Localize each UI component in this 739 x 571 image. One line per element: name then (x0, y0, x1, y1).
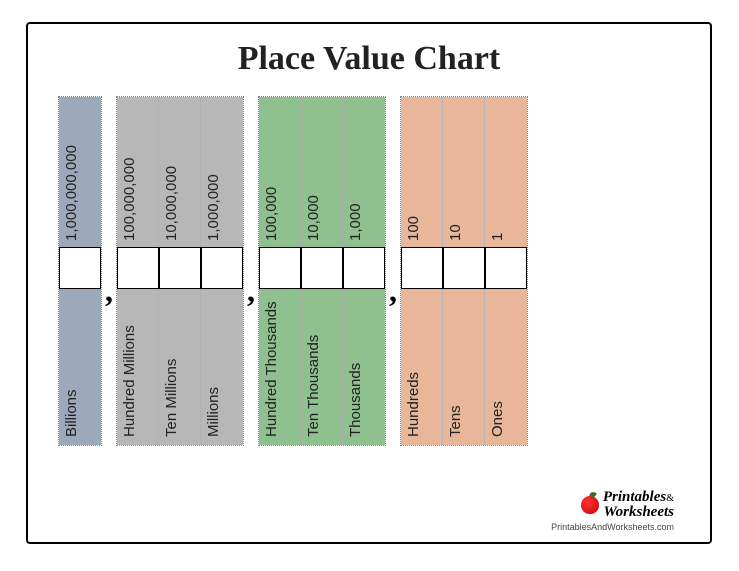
place-value-number: 100,000 (263, 187, 280, 241)
digit-box (201, 247, 243, 289)
value-cell: 100,000 (259, 97, 301, 247)
place-value-name: Hundreds (405, 372, 422, 437)
digit-box (343, 247, 385, 289)
value-cell: 100,000,000 (117, 97, 159, 247)
name-cell: Ten Millions (159, 289, 201, 445)
place-value-name: Tens (447, 405, 464, 437)
digit-box (401, 247, 443, 289)
digit-box (259, 247, 301, 289)
group-2: 100,000 Hundred Thousands 10,000 Ten Thousa… (258, 96, 386, 446)
apple-icon (581, 496, 599, 514)
place-value-number: 1 (489, 233, 506, 241)
place-value-number: 10 (447, 224, 464, 241)
place-value-number: 1,000,000 (205, 174, 222, 241)
digit-box (59, 247, 101, 289)
name-cell: Thousands (343, 289, 385, 445)
comma-separator: , (105, 272, 113, 309)
column-billions: 1,000,000,000 Billions (59, 97, 101, 445)
value-cell: 1,000,000 (201, 97, 243, 247)
value-cell: 1,000,000,000 (59, 97, 101, 247)
brand-text: Printables& Worksheets (603, 490, 674, 520)
value-cell: 1 (485, 97, 527, 247)
name-cell: Ten Thousands (301, 289, 343, 445)
name-cell: Hundred Millions (117, 289, 159, 445)
place-value-number: 1,000,000,000 (63, 145, 80, 241)
name-cell: Ones (485, 289, 527, 445)
digit-box (301, 247, 343, 289)
column-ones: 1 Ones (485, 97, 527, 445)
value-cell: 10,000,000 (159, 97, 201, 247)
comma-gap: , (102, 96, 116, 446)
comma-gap: , (244, 96, 258, 446)
name-cell: Billions (59, 289, 101, 445)
chart-title: Place Value Chart (28, 40, 710, 78)
value-cell: 10,000 (301, 97, 343, 247)
brand-line1: Printables (603, 489, 666, 505)
name-cell: Hundred Thousands (259, 289, 301, 445)
column-hundred-millions: 100,000,000 Hundred Millions (117, 97, 159, 445)
place-value-number: 1,000 (347, 203, 364, 241)
place-value-name: Hundred Millions (121, 325, 138, 437)
comma-gap: , (386, 96, 400, 446)
brand-url: PrintablesAndWorksheets.com (551, 522, 674, 532)
place-value-number: 10,000,000 (163, 166, 180, 241)
digit-box (485, 247, 527, 289)
brand-line2: Worksheets (603, 504, 674, 520)
group-3: 100 Hundreds 10 Tens 1 Ones (400, 96, 528, 446)
name-cell: Tens (443, 289, 485, 445)
name-cell: Millions (201, 289, 243, 445)
place-value-name: Millions (205, 387, 222, 437)
comma-separator: , (247, 272, 255, 309)
place-value-name: Ones (489, 401, 506, 437)
column-ten-millions: 10,000,000 Ten Millions (159, 97, 201, 445)
place-value-number: 100,000,000 (121, 158, 138, 241)
column-tens: 10 Tens (443, 97, 485, 445)
place-value-number: 100 (405, 216, 422, 241)
place-value-name: Thousands (347, 363, 364, 437)
place-value-chart: 1,000,000,000 Billions, 100,000,000 Hundred… (58, 96, 680, 446)
place-value-name: Hundred Thousands (263, 301, 280, 437)
column-millions: 1,000,000 Millions (201, 97, 243, 445)
value-cell: 10 (443, 97, 485, 247)
digit-box (159, 247, 201, 289)
place-value-name: Ten Millions (163, 359, 180, 437)
value-cell: 100 (401, 97, 443, 247)
column-thousands: 1,000 Thousands (343, 97, 385, 445)
column-hundred-thousands: 100,000 Hundred Thousands (259, 97, 301, 445)
digit-box (117, 247, 159, 289)
footer: Printables& Worksheets PrintablesAndWork… (551, 490, 674, 532)
column-ten-thousands: 10,000 Ten Thousands (301, 97, 343, 445)
worksheet-frame: Place Value Chart 1,000,000,000 Billions,… (26, 22, 712, 544)
place-value-name: Ten Thousands (305, 335, 322, 437)
name-cell: Hundreds (401, 289, 443, 445)
value-cell: 1,000 (343, 97, 385, 247)
group-1: 100,000,000 Hundred Millions 10,000,000 Ten… (116, 96, 244, 446)
digit-box (443, 247, 485, 289)
column-hundreds: 100 Hundreds (401, 97, 443, 445)
brand-logo: Printables& Worksheets (551, 490, 674, 520)
place-value-name: Billions (63, 389, 80, 437)
comma-separator: , (389, 272, 397, 309)
brand-amp: & (666, 493, 674, 504)
place-value-number: 10,000 (305, 195, 322, 241)
group-0: 1,000,000,000 Billions (58, 96, 102, 446)
